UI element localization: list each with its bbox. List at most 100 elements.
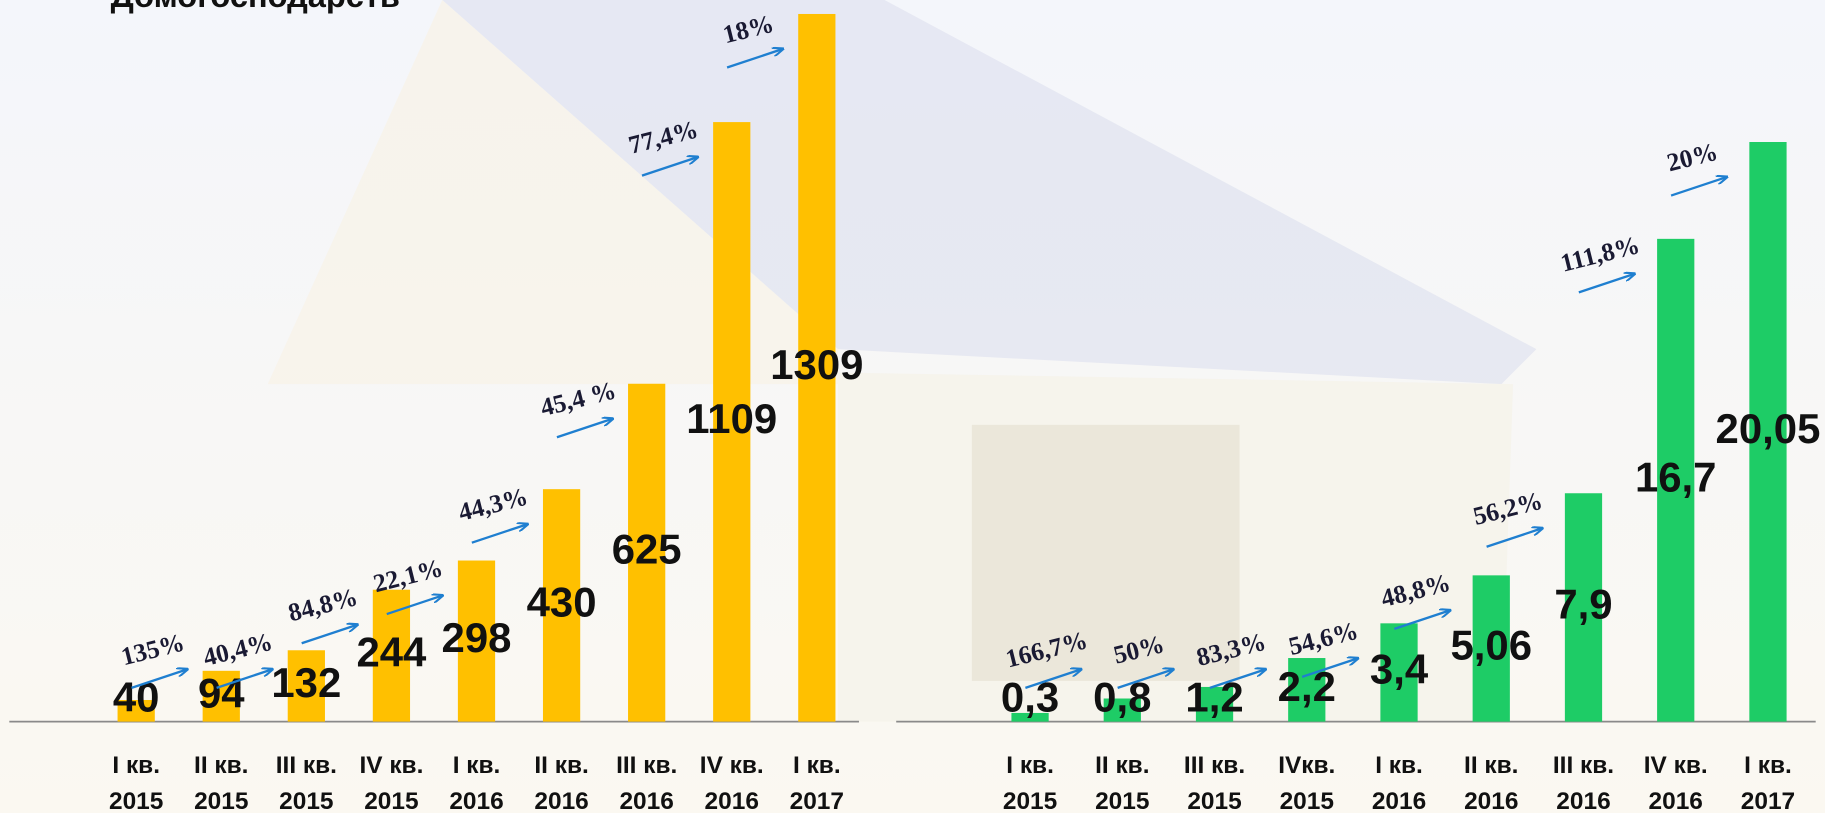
bar: [1288, 658, 1326, 722]
value-label: 94: [198, 669, 245, 716]
x-tick-label: II кв. 2016: [534, 752, 588, 813]
bar: [117, 700, 155, 722]
bar: [1380, 623, 1418, 722]
bar: [628, 383, 666, 722]
bar: [1564, 493, 1603, 722]
value-label: 625: [612, 526, 682, 573]
value-label: 16,7: [1635, 453, 1717, 500]
bar: [1195, 686, 1234, 722]
x-tick-label-line: III кв.: [616, 752, 677, 779]
x-tick-label-line: I кв.: [1006, 752, 1054, 779]
x-tick-label: III кв. 2015: [276, 752, 337, 813]
x-tick-label: III кв. 2015: [1184, 752, 1245, 813]
value-label: 0,8: [1093, 674, 1151, 721]
bar: [1103, 698, 1141, 722]
x-tick-label-line: 2016: [534, 788, 588, 813]
bar: [713, 122, 751, 722]
growth-arrow: [301, 625, 358, 645]
growth-arrow: [131, 669, 188, 689]
chart-title: Домогосподарств: [111, 0, 400, 14]
x-tick-label-line: IV кв.: [359, 752, 423, 779]
value-label: 20,05: [1716, 405, 1821, 452]
x-tick-label-line: 2015: [109, 788, 163, 813]
value-label: 298: [442, 614, 512, 661]
x-tick-label: II кв. 2015: [194, 752, 248, 813]
x-tick-label-line: 2017: [1741, 788, 1795, 813]
bar: [798, 13, 836, 722]
x-tick-label-line: I кв.: [1744, 752, 1792, 779]
x-tick-label-line: 2015: [1003, 788, 1057, 813]
x-tick-label: IV кв. 2015: [359, 752, 423, 813]
x-tick-label-line: 2015: [194, 788, 248, 813]
value-label: 5,06: [1450, 622, 1532, 669]
window-shape: [971, 424, 1240, 681]
x-tick-label-line: II кв.: [1095, 752, 1149, 779]
x-tick-label-line: I кв.: [793, 752, 841, 779]
x-tick-label: I кв. 2017: [790, 752, 844, 813]
value-label: 244: [356, 629, 427, 676]
x-tick-label-line: 2016: [1649, 788, 1703, 813]
growth-arrow: [1578, 274, 1635, 294]
x-tick-label: I кв. 2015: [1003, 752, 1057, 813]
x-tick-label: I кв. 2016: [1372, 752, 1426, 813]
x-tick-label-line: IV кв.: [1644, 752, 1708, 779]
growth-arrow: [471, 524, 528, 544]
x-tick-label-line: IV кв.: [700, 752, 764, 779]
x-tick-label-line: 2015: [1095, 788, 1149, 813]
growth-arrow: [386, 595, 443, 616]
value-label: 1309: [770, 341, 863, 388]
x-tick-label-line: I кв.: [453, 752, 501, 779]
x-tick-label-line: III кв.: [1184, 752, 1245, 779]
x-tick-label-line: II кв.: [194, 752, 248, 779]
roof-shape: [442, 0, 1537, 385]
bar: [287, 650, 325, 722]
growth-arrow: [556, 419, 613, 439]
x-tick-label-line: I кв.: [1375, 752, 1423, 779]
bar: [1011, 712, 1049, 722]
x-tick-label-line: 2015: [1187, 788, 1241, 813]
x-tick-label-line: II кв.: [1464, 752, 1518, 779]
x-tick-label-line: IVкв.: [1278, 752, 1335, 779]
x-tick-label: I кв. 2015: [109, 752, 163, 813]
x-tick-label: III кв. 2016: [616, 752, 677, 813]
growth-arrow: [1670, 177, 1727, 197]
value-label: 132: [271, 659, 341, 706]
x-tick-label-line: 2016: [1372, 788, 1426, 813]
x-tick-label-line: I кв.: [112, 752, 160, 779]
x-tick-label-line: 2016: [1556, 788, 1610, 813]
value-label: 3,4: [1370, 646, 1429, 693]
bar: [202, 670, 240, 722]
bar: [457, 560, 496, 722]
value-label: 1,2: [1185, 674, 1243, 721]
x-tick-label-line: 2015: [279, 788, 333, 813]
x-tick-label-line: 2017: [790, 788, 844, 813]
value-label: 0,3: [1001, 674, 1059, 721]
x-tick-label: IVкв. 2015: [1278, 752, 1335, 813]
growth-arrow: [1301, 658, 1358, 678]
x-tick-label-line: III кв.: [1553, 752, 1614, 779]
x-tick-label-line: III кв.: [276, 752, 337, 779]
bar: [542, 489, 581, 722]
value-label: 1109: [686, 395, 777, 442]
bar: [1657, 238, 1695, 722]
x-tick-label-line: II кв.: [534, 752, 588, 779]
growth-arrow: [1393, 610, 1450, 630]
x-tick-label: III кв. 2016: [1553, 752, 1614, 813]
bar: [1472, 575, 1510, 722]
growth-arrow: [1025, 669, 1081, 689]
growth-arrow: [1209, 669, 1266, 689]
x-tick-label: IV кв. 2016: [700, 752, 764, 813]
growth-arrow: [726, 49, 783, 69]
x-tick-label: II кв. 2015: [1095, 752, 1149, 813]
x-tick-label-line: 2016: [619, 788, 673, 813]
x-tick-label: II кв. 2016: [1464, 752, 1518, 813]
x-tick-label-line: 2015: [364, 788, 418, 813]
value-label: 430: [527, 578, 597, 625]
value-label: 7,9: [1554, 580, 1612, 627]
x-tick-label: I кв. 2016: [449, 752, 503, 813]
growth-arrow: [1117, 669, 1174, 689]
x-tick-label: I кв. 2017: [1741, 752, 1795, 813]
x-tick-label-line: 2016: [705, 788, 759, 813]
